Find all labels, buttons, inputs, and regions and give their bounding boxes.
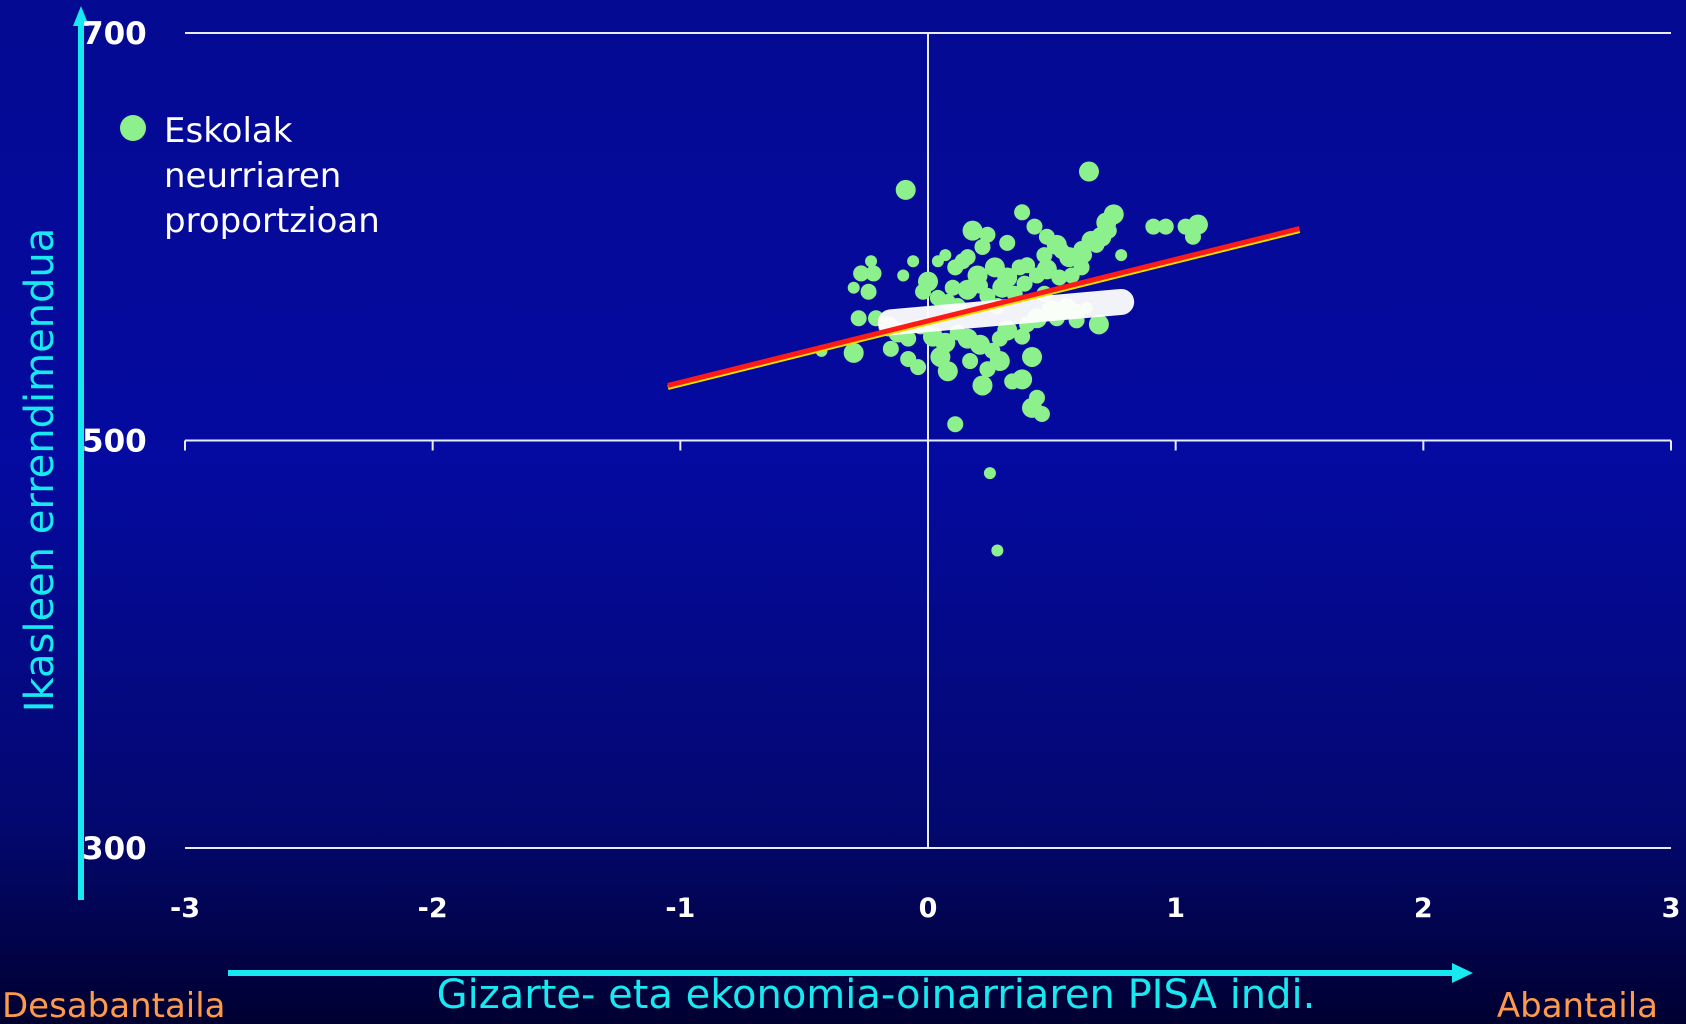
- legend: Eskolak neurriaren proportzioan: [120, 111, 380, 241]
- data-point-106: [847, 281, 860, 294]
- data-point-88: [910, 359, 927, 376]
- data-point-78: [1014, 328, 1031, 345]
- data-point-35: [915, 283, 932, 300]
- data-point-93: [989, 351, 1010, 372]
- data-point-91: [962, 353, 979, 370]
- y-axis-arrow-head: [73, 6, 89, 26]
- y-tick-label-500: 500: [82, 424, 147, 460]
- data-point-18: [1059, 247, 1080, 268]
- data-point-99: [1028, 389, 1045, 406]
- advantage-label: Abantaila: [1497, 986, 1658, 1024]
- legend-marker: [120, 115, 146, 141]
- regression-line: [667, 226, 1301, 390]
- data-point-10: [1026, 218, 1043, 235]
- data-point-23: [1081, 230, 1102, 251]
- data-point-32: [865, 265, 882, 282]
- data-point-11: [962, 220, 983, 241]
- data-point-97: [972, 375, 993, 396]
- data-point-104: [860, 283, 877, 300]
- data-point-100: [1033, 406, 1050, 423]
- data-point-37: [954, 253, 971, 270]
- data-point-83: [1088, 314, 1109, 335]
- data-point-101: [947, 416, 964, 433]
- data-point-48: [944, 279, 961, 296]
- x-tick-label--1: -1: [665, 893, 695, 924]
- x-axis-arrow-head: [1452, 963, 1473, 983]
- data-point-105: [853, 265, 870, 282]
- data-point-1: [1078, 161, 1099, 182]
- x-tick-label-3: 3: [1662, 893, 1681, 924]
- data-point-68: [900, 330, 917, 347]
- gridlines: [184, 32, 1672, 849]
- data-point-42: [1019, 257, 1036, 274]
- y-tick-labels: 300 500 700: [82, 16, 147, 867]
- data-point-13: [999, 234, 1016, 251]
- disadvantage-label: Desabantaila: [2, 986, 226, 1024]
- data-point-0: [895, 179, 916, 200]
- data-point-95: [1012, 369, 1033, 390]
- data-point-51: [979, 287, 996, 304]
- data-point-102: [983, 467, 996, 480]
- data-point-33: [897, 269, 910, 282]
- data-point-16: [1036, 247, 1053, 264]
- data-point-5: [1145, 218, 1162, 235]
- data-point-30: [907, 255, 920, 268]
- data-point-22: [1100, 222, 1117, 239]
- x-tick-label-0: 0: [919, 893, 938, 924]
- data-point-12: [979, 226, 996, 243]
- data-point-96: [1022, 346, 1043, 367]
- data-point-90: [937, 361, 958, 382]
- x-tick-label-1: 1: [1166, 893, 1185, 924]
- data-point-44: [1036, 259, 1057, 280]
- y-axis-title: Ikasleen errendimendua: [17, 228, 63, 713]
- x-tick-label--2: -2: [418, 893, 448, 924]
- data-point-64: [850, 310, 867, 327]
- y-tick-label-300: 300: [82, 831, 147, 867]
- regression-line-main: [667, 226, 1301, 388]
- legend-line-2: neurriaren: [164, 156, 341, 196]
- data-point-45: [1051, 269, 1068, 286]
- legend-line-3: proportzioan: [164, 201, 380, 241]
- data-point-29: [931, 255, 944, 268]
- data-point-31: [865, 255, 878, 268]
- school-points: [815, 161, 1208, 557]
- data-point-6: [1157, 218, 1174, 235]
- data-point-103: [991, 544, 1004, 557]
- legend-line-1: Eskolak: [164, 111, 293, 151]
- data-point-26: [974, 238, 991, 255]
- x-tick-label-2: 2: [1414, 893, 1433, 924]
- data-point-85: [882, 340, 899, 357]
- data-point-25: [1115, 249, 1128, 262]
- data-point-86: [843, 342, 864, 363]
- data-point-9: [1185, 228, 1202, 245]
- x-tick-labels: -3 -2 -1 0 1 2 3: [170, 893, 1680, 924]
- data-point-47: [1073, 259, 1090, 276]
- data-point-2: [1014, 204, 1031, 221]
- x-tick-label--3: -3: [170, 893, 200, 924]
- data-point-54: [1016, 275, 1033, 292]
- y-tick-label-700: 700: [82, 16, 147, 52]
- x-axis-title: Gizarte- eta ekonomia-oinarriaren PISA i…: [437, 972, 1316, 1018]
- data-point-24: [1076, 247, 1093, 264]
